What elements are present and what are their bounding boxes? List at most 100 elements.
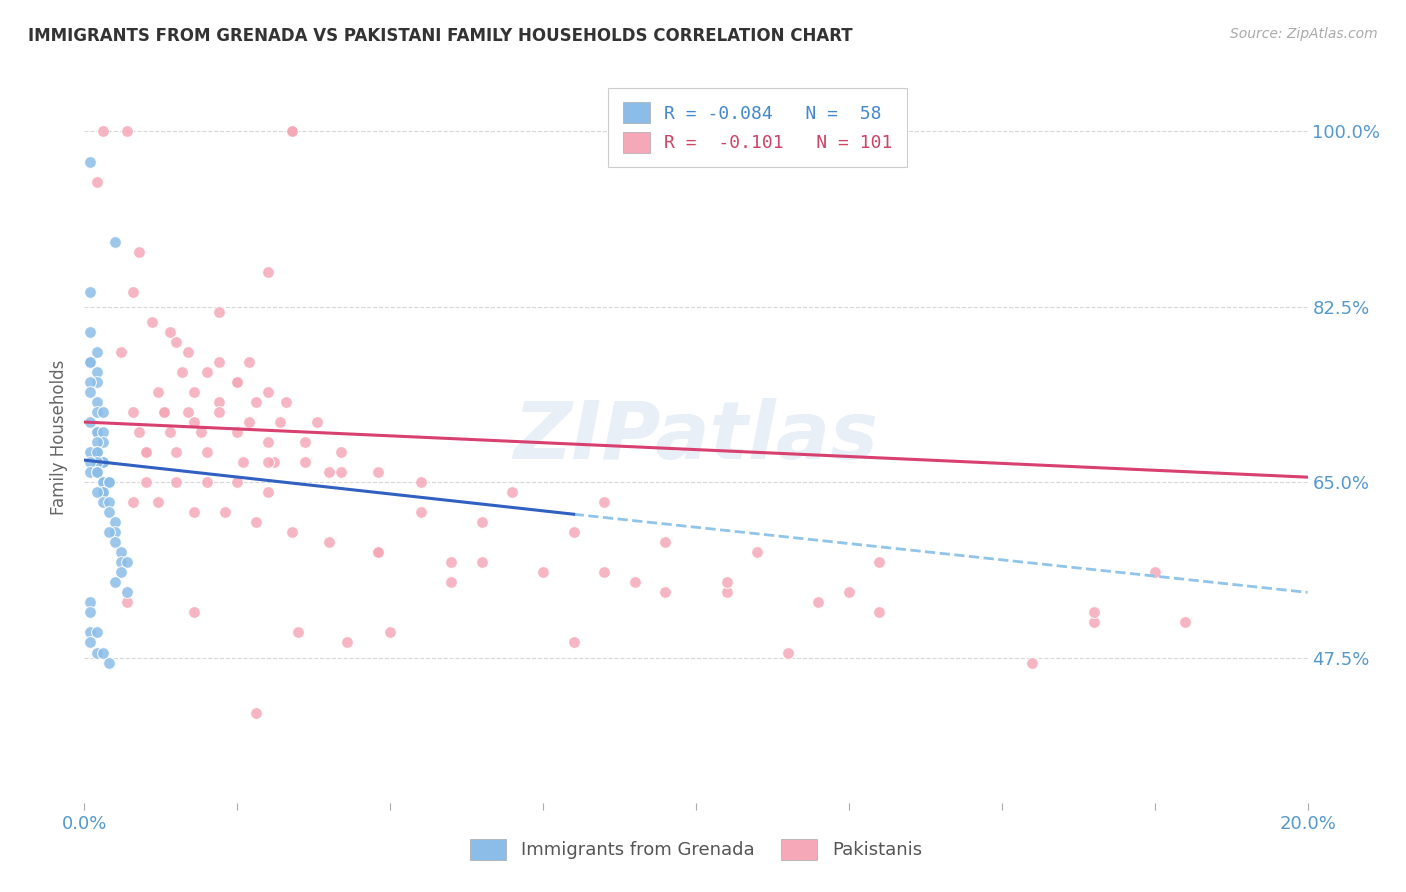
Point <box>367 465 389 479</box>
Point <box>110 555 132 569</box>
Point <box>245 515 267 529</box>
Point <box>276 395 298 409</box>
Point <box>86 465 108 479</box>
Point <box>195 475 218 490</box>
Point <box>226 375 249 389</box>
Text: Source: ZipAtlas.com: Source: ZipAtlas.com <box>1230 27 1378 41</box>
Point <box>79 415 101 429</box>
Point <box>104 525 127 540</box>
Point <box>91 455 114 469</box>
Point <box>165 334 187 349</box>
Point <box>183 505 205 519</box>
Point <box>104 575 127 590</box>
Point <box>79 465 101 479</box>
Point <box>330 465 353 479</box>
Point <box>232 455 254 469</box>
Point <box>624 575 647 590</box>
Point <box>226 375 249 389</box>
Point <box>409 505 432 519</box>
Point <box>79 384 101 399</box>
Y-axis label: Family Households: Family Households <box>51 359 69 515</box>
Point <box>91 435 114 450</box>
Point <box>91 425 114 439</box>
Point <box>440 575 463 590</box>
Point <box>165 475 187 490</box>
Point <box>79 375 101 389</box>
Point <box>281 525 304 540</box>
Point <box>79 445 101 459</box>
Point <box>110 566 132 580</box>
Point <box>263 455 285 469</box>
Point <box>195 445 218 459</box>
Point <box>776 646 799 660</box>
Point <box>86 365 108 379</box>
Point <box>141 315 163 329</box>
Point <box>208 395 231 409</box>
Point <box>226 475 249 490</box>
Point <box>104 235 127 249</box>
Point <box>97 495 120 509</box>
Point <box>716 575 738 590</box>
Point <box>86 625 108 640</box>
Point <box>208 305 231 319</box>
Point <box>86 425 108 439</box>
Point <box>165 445 187 459</box>
Point <box>79 635 101 649</box>
Point <box>104 535 127 549</box>
Point <box>294 455 316 469</box>
Point <box>593 566 616 580</box>
Point <box>1083 615 1105 630</box>
Point <box>97 525 120 540</box>
Point <box>135 475 157 490</box>
Point <box>226 425 249 439</box>
Point <box>1174 615 1197 630</box>
Point <box>115 124 138 138</box>
Point <box>79 595 101 609</box>
Point <box>79 355 101 369</box>
Point <box>128 244 150 259</box>
Point <box>86 646 108 660</box>
Point <box>177 345 200 359</box>
Point <box>86 425 108 439</box>
Point <box>257 485 280 500</box>
Point <box>245 706 267 720</box>
Point <box>190 425 212 439</box>
Point <box>336 635 359 649</box>
Point <box>97 475 120 490</box>
Point <box>91 646 114 660</box>
Point <box>257 435 280 450</box>
Point <box>159 325 181 339</box>
Point <box>79 606 101 620</box>
Point <box>318 535 340 549</box>
Point <box>502 485 524 500</box>
Point <box>122 285 145 299</box>
Point <box>91 485 114 500</box>
Point <box>562 635 585 649</box>
Point <box>183 606 205 620</box>
Point <box>531 566 554 580</box>
Point <box>593 495 616 509</box>
Point <box>86 445 108 459</box>
Point <box>79 285 101 299</box>
Point <box>86 395 108 409</box>
Point <box>281 124 304 138</box>
Point <box>91 455 114 469</box>
Point <box>115 555 138 569</box>
Point <box>86 465 108 479</box>
Point <box>409 475 432 490</box>
Point <box>79 325 101 339</box>
Point <box>91 475 114 490</box>
Point <box>318 465 340 479</box>
Point <box>257 455 280 469</box>
Point <box>869 555 891 569</box>
Point <box>91 495 114 509</box>
Point <box>86 375 108 389</box>
Point <box>214 505 236 519</box>
Point <box>716 585 738 599</box>
Text: IMMIGRANTS FROM GRENADA VS PAKISTANI FAMILY HOUSEHOLDS CORRELATION CHART: IMMIGRANTS FROM GRENADA VS PAKISTANI FAM… <box>28 27 853 45</box>
Point <box>208 405 231 419</box>
Point <box>91 485 114 500</box>
Point <box>86 485 108 500</box>
Point <box>380 625 402 640</box>
Point <box>807 595 830 609</box>
